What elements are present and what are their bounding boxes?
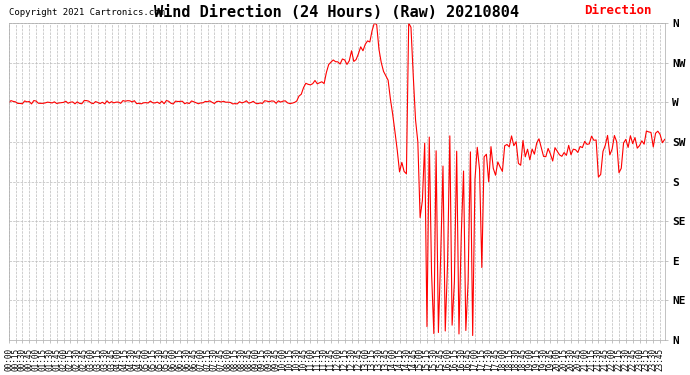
Title: Wind Direction (24 Hours) (Raw) 20210804: Wind Direction (24 Hours) (Raw) 20210804 bbox=[154, 5, 519, 20]
Text: Copyright 2021 Cartronics.com: Copyright 2021 Cartronics.com bbox=[9, 8, 164, 16]
Text: Direction: Direction bbox=[584, 4, 651, 16]
